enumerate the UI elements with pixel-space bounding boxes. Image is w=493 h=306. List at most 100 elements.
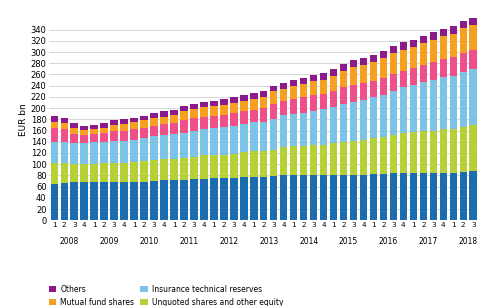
Bar	[210, 106, 217, 116]
Bar	[380, 137, 387, 174]
Bar	[350, 67, 357, 84]
Bar	[220, 155, 228, 178]
Bar	[51, 128, 58, 142]
Bar	[370, 97, 377, 138]
Bar	[340, 71, 347, 87]
Text: 2014: 2014	[299, 237, 318, 246]
Bar	[80, 143, 88, 164]
Bar	[150, 113, 158, 118]
Bar	[170, 115, 177, 123]
Bar	[290, 86, 297, 99]
Bar	[150, 126, 158, 136]
Bar	[130, 122, 138, 129]
Bar	[380, 58, 387, 78]
Bar	[120, 119, 128, 124]
Bar	[389, 47, 397, 53]
Bar	[469, 24, 477, 50]
Bar	[70, 143, 78, 164]
Text: 2013: 2013	[259, 237, 279, 246]
Bar	[101, 142, 108, 163]
Bar	[190, 118, 198, 131]
Bar	[170, 159, 177, 181]
Bar	[450, 76, 457, 129]
Bar	[120, 182, 128, 220]
Bar	[141, 161, 148, 181]
Bar	[61, 163, 68, 183]
Bar	[120, 131, 128, 141]
Bar	[389, 74, 397, 91]
Bar	[130, 140, 138, 162]
Bar	[180, 121, 188, 133]
Bar	[310, 145, 317, 175]
Bar	[200, 155, 208, 179]
Bar	[380, 95, 387, 137]
Bar	[360, 140, 367, 175]
Bar	[80, 135, 88, 143]
Bar	[459, 53, 467, 72]
Bar	[340, 175, 347, 220]
Bar	[350, 84, 357, 102]
Bar	[90, 129, 98, 134]
Bar	[380, 174, 387, 220]
Bar	[260, 91, 268, 97]
Bar	[380, 78, 387, 95]
Bar	[350, 60, 357, 67]
Bar	[200, 107, 208, 117]
Bar	[400, 133, 407, 173]
Text: 2017: 2017	[419, 237, 438, 246]
Text: 2015: 2015	[339, 237, 358, 246]
Bar	[230, 113, 238, 125]
Y-axis label: EUR bn: EUR bn	[19, 103, 28, 136]
Bar	[450, 129, 457, 173]
Bar	[260, 121, 268, 151]
Bar	[150, 181, 158, 220]
Bar	[240, 152, 247, 177]
Bar	[469, 171, 477, 220]
Bar	[250, 93, 257, 99]
Bar	[190, 131, 198, 157]
Bar	[160, 181, 168, 220]
Bar	[110, 182, 118, 220]
Bar	[110, 121, 118, 125]
Text: 2012: 2012	[219, 237, 239, 246]
Bar	[440, 129, 447, 173]
Bar	[90, 125, 98, 129]
Bar	[320, 94, 327, 109]
Bar	[370, 80, 377, 97]
Bar	[400, 43, 407, 50]
Bar	[360, 100, 367, 140]
Bar	[429, 80, 437, 131]
Bar	[459, 21, 467, 28]
Bar	[61, 129, 68, 142]
Text: 2010: 2010	[140, 237, 159, 246]
Bar	[440, 77, 447, 129]
Bar	[61, 118, 68, 123]
Bar	[389, 173, 397, 220]
Bar	[200, 179, 208, 220]
Bar	[469, 125, 477, 171]
Bar	[469, 50, 477, 69]
Bar	[101, 133, 108, 142]
Bar	[141, 181, 148, 220]
Bar	[141, 121, 148, 128]
Bar	[250, 177, 257, 220]
Bar	[350, 141, 357, 175]
Bar	[459, 72, 467, 127]
Bar	[440, 36, 447, 59]
Legend: Others, Mutual fund shares, Quoted shares, Insurance technical reserves, Unquote: Others, Mutual fund shares, Quoted share…	[49, 285, 283, 306]
Bar	[230, 125, 238, 154]
Bar	[340, 64, 347, 71]
Bar	[310, 175, 317, 220]
Bar	[250, 99, 257, 110]
Bar	[110, 125, 118, 131]
Bar	[170, 123, 177, 134]
Bar	[90, 142, 98, 164]
Bar	[450, 57, 457, 76]
Bar	[250, 151, 257, 177]
Bar	[450, 173, 457, 220]
Bar	[330, 69, 337, 76]
Bar	[310, 111, 317, 145]
Bar	[300, 146, 308, 175]
Bar	[70, 182, 78, 220]
Bar	[170, 135, 177, 159]
